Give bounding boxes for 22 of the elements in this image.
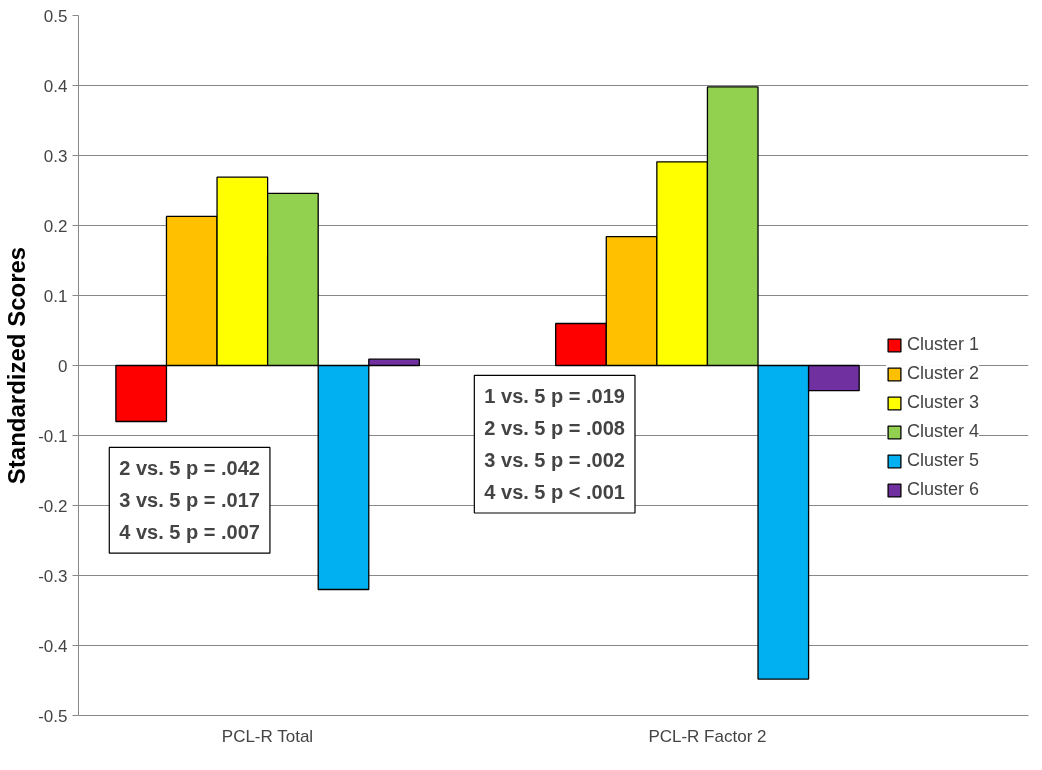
x-tick-label: PCL-R Total (221, 726, 314, 746)
legend-label: Cluster 4 (907, 421, 980, 442)
legend-label: Cluster 1 (907, 334, 980, 355)
y-axis-title: Standardized Scores (3, 246, 31, 485)
legend-label: Cluster 2 (907, 363, 980, 384)
y-tick-label: 0.4 (43, 76, 68, 96)
y-tick-label: -0.3 (38, 566, 68, 586)
legend-label: Cluster 6 (907, 479, 980, 500)
annotation: 1 vs. 5 p = .019 2 vs. 5 p = .008 3 vs. 5 p = .002 4 vs. 5 p < .001 (484, 385, 625, 503)
y-tick-label: 0.3 (43, 146, 68, 166)
legend-label: Cluster 3 (907, 392, 980, 413)
y-tick-label: 0 (58, 356, 68, 376)
annotation: 2 vs. 5 p = .042 3 vs. 5 p = .017 4 vs. 5 p = .007 (119, 457, 260, 544)
y-tick-label: 0.1 (43, 286, 68, 306)
y-tick-label: 0.5 (43, 6, 68, 26)
y-tick-label: -0.5 (38, 706, 68, 726)
y-tick-label: 0.2 (43, 216, 68, 236)
legend-label: Cluster 5 (907, 450, 980, 471)
y-tick-label: -0.1 (38, 426, 68, 446)
y-tick-label: -0.2 (38, 496, 68, 516)
y-tick-label: -0.4 (38, 636, 68, 656)
x-tick-label: PCL-R Factor 2 (648, 726, 767, 746)
